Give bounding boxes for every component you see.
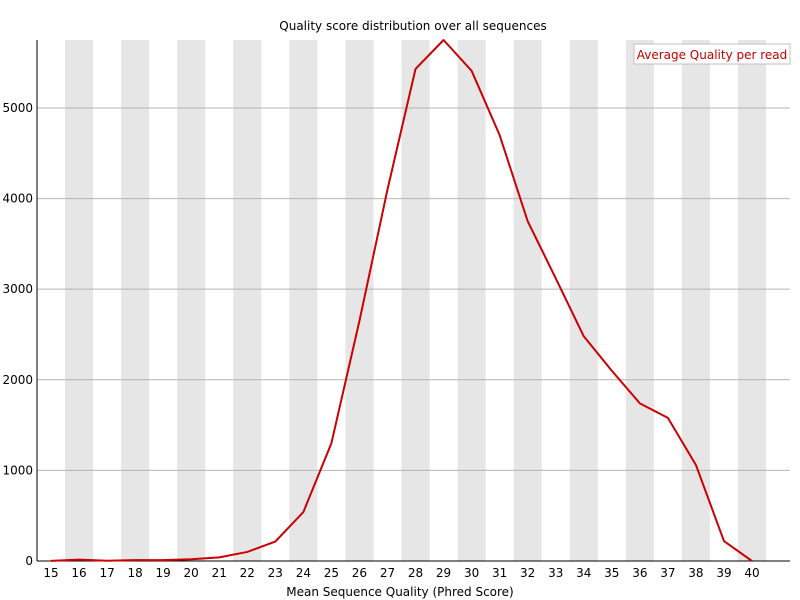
band-18 [121, 40, 150, 561]
x-tick-label-28: 28 [408, 566, 423, 580]
band-36 [625, 40, 654, 561]
legend: Average Quality per read [633, 43, 791, 65]
series-line-average-quality [50, 39, 753, 562]
x-tick-label-24: 24 [296, 566, 311, 580]
x-axis-title: Mean Sequence Quality (Phred Score) [286, 585, 514, 599]
x-tick-label-25: 25 [324, 566, 339, 580]
x-tick-label-31: 31 [492, 566, 507, 580]
band-40 [737, 40, 767, 561]
x-tick-label-22: 22 [240, 566, 255, 580]
y-tick-label-1000: 1000 [2, 463, 33, 477]
y-tick-labels: 0 1000 2000 3000 4000 5000 [2, 101, 33, 568]
x-tick-label-39: 39 [716, 566, 731, 580]
x-tick-label-40: 40 [744, 566, 759, 580]
x-tick-label-19: 19 [156, 566, 171, 580]
x-tick-label-26: 26 [352, 566, 367, 580]
x-tick-label-23: 23 [268, 566, 283, 580]
horizontal-gridlines [37, 107, 790, 471]
band-28 [401, 40, 430, 561]
y-tick-label-0: 0 [25, 554, 33, 568]
y-tick-label-2000: 2000 [2, 373, 33, 387]
x-tick-label-29: 29 [436, 566, 451, 580]
legend-box [633, 43, 791, 65]
x-tick-label-21: 21 [212, 566, 227, 580]
band-38 [681, 40, 710, 561]
x-tick-label-34: 34 [576, 566, 591, 580]
band-30 [457, 40, 486, 561]
x-tick-labels: 15 16 17 18 19 20 21 22 23 24 25 26 27 28 29 30 31 32 33 34… [43, 566, 759, 580]
band-34 [569, 40, 598, 561]
band-20 [177, 40, 206, 561]
x-tick-label-32: 32 [520, 566, 535, 580]
x-tick-label-20: 20 [184, 566, 199, 580]
y-tick-label-4000: 4000 [2, 192, 33, 206]
x-tick-label-17: 17 [99, 566, 114, 580]
x-tick-label-18: 18 [127, 566, 142, 580]
band-24 [289, 40, 318, 561]
x-tick-label-36: 36 [632, 566, 647, 580]
x-tick-label-33: 33 [548, 566, 563, 580]
chart-title: Quality score distribution over all sequ… [279, 19, 546, 33]
band-22 [233, 40, 262, 561]
x-tick-label-27: 27 [380, 566, 395, 580]
x-tick-label-16: 16 [71, 566, 86, 580]
x-tick-label-30: 30 [464, 566, 479, 580]
band-16 [65, 40, 94, 561]
x-tick-label-38: 38 [688, 566, 703, 580]
y-tick-label-5000: 5000 [2, 101, 33, 115]
x-tick-label-37: 37 [660, 566, 675, 580]
y-tick-label-3000: 3000 [2, 282, 33, 296]
x-tick-label-15: 15 [43, 566, 58, 580]
band-32 [513, 40, 542, 561]
x-tick-label-35: 35 [604, 566, 619, 580]
legend-label-average-quality: Average Quality per read [637, 48, 788, 62]
series-layer [50, 39, 753, 562]
alternating-bands [65, 40, 767, 561]
band-26 [345, 40, 374, 561]
